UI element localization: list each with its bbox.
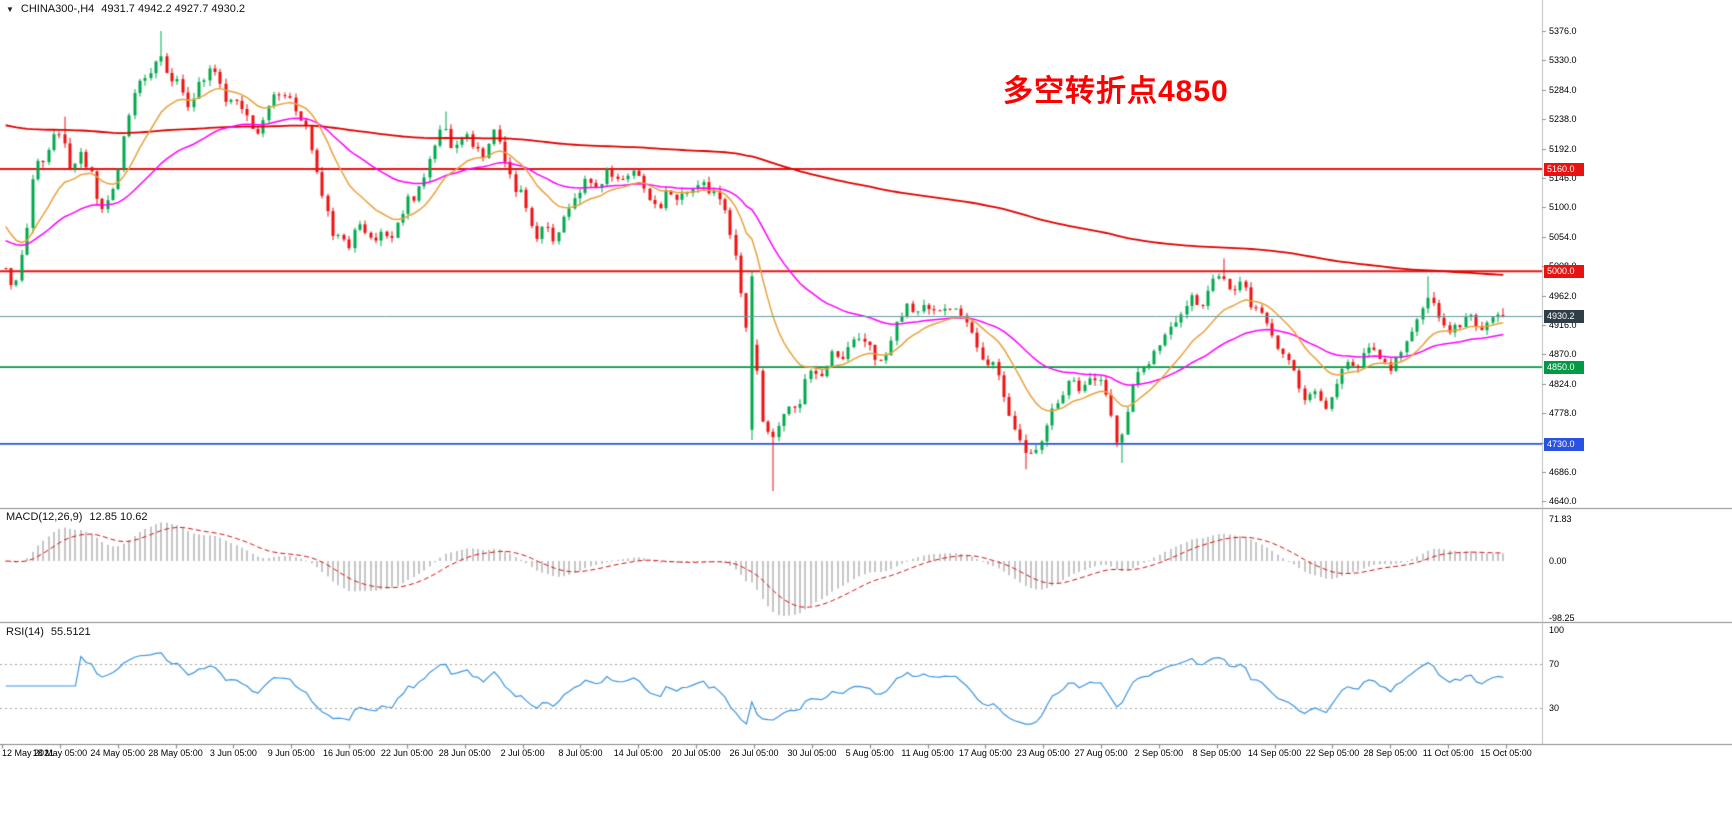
price-axis-tick: 4778.0 — [1549, 408, 1577, 419]
time-axis-label: 30 Jul 05:00 — [787, 748, 837, 758]
time-axis-label: 5 Aug 05:00 — [845, 748, 894, 758]
price-axis-tick: 4962.0 — [1549, 290, 1577, 301]
price-badge-4850.0: 4850.0 — [1544, 361, 1584, 375]
time-axis-label: 9 Jun 05:00 — [267, 748, 315, 758]
price-axis-tick: 4686.0 — [1549, 466, 1577, 477]
time-axis-label: 22 Sep 05:00 — [1305, 748, 1360, 758]
price-badge-5160.0: 5160.0 — [1544, 163, 1584, 177]
time-axis-label: 2 Sep 05:00 — [1134, 748, 1184, 758]
time-axis-label: 11 Aug 05:00 — [901, 748, 954, 758]
time-axis-label: 14 Jul 05:00 — [613, 748, 663, 758]
collapse-arrow-icon[interactable]: ▼ — [6, 4, 14, 14]
time-axis-label: 3 Jun 05:00 — [209, 748, 257, 758]
rsi-axis-tick: 100 — [1549, 625, 1565, 635]
price-axis-tick: 4640.0 — [1549, 496, 1577, 507]
chart-header: ▼ CHINA300-,H4 4931.7 4942.2 4927.7 4930… — [6, 3, 245, 15]
time-axis-label: 28 Jun 05:00 — [438, 748, 491, 758]
time-axis-label: 20 Jul 05:00 — [671, 748, 721, 758]
price-axis-tick: 5238.0 — [1549, 114, 1577, 125]
macd-axis-tick: 0.00 — [1549, 556, 1567, 566]
time-axis-label: 12 May 2021 — [2, 748, 55, 758]
price-axis-tick: 5376.0 — [1549, 26, 1577, 36]
price-axis-tick: 5100.0 — [1549, 202, 1577, 213]
time-axis-label: 17 Aug 05:00 — [958, 748, 1012, 758]
time-axis-label: 27 Aug 05:00 — [1074, 748, 1128, 758]
ohlc-values: 4931.7 4942.2 4927.7 4930.2 — [101, 3, 246, 15]
time-axis-label: 28 Sep 05:00 — [1363, 748, 1418, 758]
current-price-badge: 4930.2 — [1544, 309, 1584, 323]
macd-label: MACD(12,26,9) — [6, 511, 83, 523]
time-axis-label: 22 Jun 05:00 — [380, 748, 433, 758]
time-axis-label: 11 Oct 05:00 — [1422, 748, 1474, 758]
time-axis-label: 8 Jul 05:00 — [558, 748, 603, 758]
macd-axis-tick: 71.83 — [1549, 514, 1572, 524]
time-axis-label: 16 Jun 05:00 — [323, 748, 376, 758]
price-badge-5000.0: 5000.0 — [1544, 265, 1584, 279]
rsi-label: RSI(14) — [6, 626, 44, 638]
rsi-header: RSI(14) 55.5121 — [6, 626, 91, 638]
macd-values: 12.85 10.62 — [89, 511, 148, 523]
macd-axis-tick: -98.25 — [1549, 613, 1575, 624]
macd-header: MACD(12,26,9) 12.85 10.62 — [6, 511, 148, 523]
time-axis-label: 8 Sep 05:00 — [1192, 748, 1242, 758]
time-axis-label: 18 May 05:00 — [32, 748, 88, 758]
price-axis-tick: 5284.0 — [1549, 84, 1577, 95]
symbol-timeframe-label: CHINA300-,H4 — [20, 3, 95, 15]
rsi-axis-tick: 70 — [1549, 658, 1560, 669]
price-axis-tick: 5146.0 — [1549, 172, 1577, 183]
rsi-axis-tick: 30 — [1549, 703, 1560, 714]
time-axis-label: 14 Sep 05:00 — [1247, 748, 1302, 758]
time-axis-label: 28 May 05:00 — [148, 748, 203, 758]
price-axis-tick: 5192.0 — [1549, 143, 1577, 154]
time-axis-label: 26 Jul 05:00 — [729, 748, 779, 758]
price-axis-tick: 4870.0 — [1549, 349, 1577, 360]
time-axis-label: 23 Aug 05:00 — [1016, 748, 1070, 758]
time-axis-label: 24 May 05:00 — [90, 748, 145, 758]
price-axis-tick: 5054.0 — [1549, 231, 1577, 242]
price-axis-tick: 4824.0 — [1549, 378, 1577, 389]
rsi-value: 55.5121 — [50, 626, 91, 638]
time-axis-label: 2 Jul 05:00 — [500, 748, 545, 758]
price-axis-tick: 4916.0 — [1549, 319, 1577, 330]
annotation-text: 多空转折点4850 — [1003, 75, 1229, 108]
time-axis-label: 15 Oct 05:00 — [1480, 748, 1532, 758]
price-axis-tick: 5330.0 — [1549, 55, 1577, 66]
price-badge-4730.0: 4730.0 — [1544, 437, 1584, 451]
